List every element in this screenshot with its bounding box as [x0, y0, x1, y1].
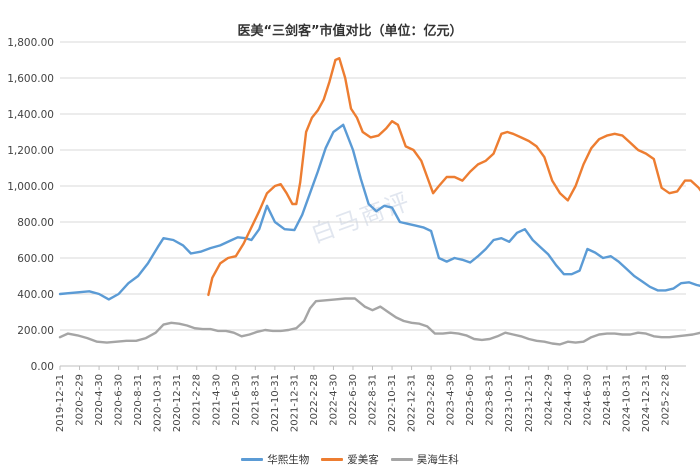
x-tick-label: 2022-2-28 [309, 374, 320, 426]
y-tick-label: 600.00 [17, 253, 54, 265]
legend-item: 昊海生科 [390, 452, 459, 467]
y-tick-label: 0.00 [31, 361, 54, 373]
y-tick-label: 1,400.00 [7, 109, 54, 121]
x-tick-label: 2021-8-31 [250, 374, 261, 426]
y-tick-label: 800.00 [17, 217, 54, 229]
x-tick-label: 2023-8-31 [485, 374, 496, 426]
x-tick-label: 2025-2-28 [660, 374, 671, 426]
legend-item: 爱美客 [321, 452, 379, 467]
x-tick-label: 2022-6-30 [348, 374, 359, 426]
x-tick-label: 2023-6-30 [465, 374, 476, 426]
y-tick-label: 1,000.00 [7, 181, 54, 193]
x-tick-label: 2023-12-31 [524, 374, 535, 432]
legend-label: 华熙生物 [267, 454, 310, 466]
series-line [58, 123, 700, 301]
x-tick-label: 2022-12-31 [407, 374, 418, 432]
legend-swatch [390, 458, 413, 461]
x-tick-label: 2023-2-28 [426, 374, 437, 426]
x-tick-label: 2022-10-31 [387, 374, 398, 432]
legend: 华熙生物 爱美客 昊海生科 [0, 452, 700, 467]
x-tick-label: 2024-12-31 [641, 374, 652, 432]
x-tick-label: 2020-10-31 [153, 374, 164, 432]
legend-swatch [241, 458, 264, 461]
legend-label: 昊海生科 [416, 454, 459, 466]
y-tick-label: 400.00 [17, 289, 54, 301]
x-tick-label: 2024-4-30 [563, 374, 574, 426]
x-tick-label: 2021-2-28 [192, 374, 203, 426]
x-tick-label: 2020-4-30 [94, 374, 105, 426]
legend-swatch [321, 458, 344, 461]
x-tick-label: 2019-12-31 [55, 374, 66, 432]
x-tick-label: 2024-8-31 [602, 374, 613, 426]
y-tick-label: 200.00 [17, 325, 54, 337]
x-tick-label: 2020-12-31 [172, 374, 183, 432]
x-tick-label: 2020-2-29 [75, 374, 86, 426]
x-tick-label: 2022-4-30 [328, 374, 339, 426]
x-tick-label: 2024-2-29 [543, 374, 554, 426]
legend-label: 爱美客 [347, 454, 379, 466]
y-tick-label: 1,800.00 [7, 37, 54, 49]
x-tick-label: 2020-6-30 [114, 374, 125, 426]
y-tick-label: 1,600.00 [7, 73, 54, 85]
x-tick-label: 2022-8-31 [368, 374, 379, 426]
x-tick-label: 2020-8-31 [133, 374, 144, 426]
x-tick-label: 2021-4-30 [211, 374, 222, 426]
x-tick-label: 2024-10-31 [621, 374, 632, 432]
x-tick-label: 2023-10-31 [504, 374, 515, 432]
y-tick-label: 1,200.00 [7, 145, 54, 157]
series-line [207, 57, 700, 297]
x-tick-label: 2021-6-30 [231, 374, 242, 426]
series-line [58, 297, 700, 346]
x-tick-label: 2024-6-30 [582, 374, 593, 426]
chart-title: 医美“三剑客”市值对比（单位：亿元） [237, 24, 463, 39]
legend-item: 华熙生物 [241, 452, 309, 467]
x-tick-label: 2023-4-30 [446, 374, 457, 426]
x-tick-label: 2021-10-31 [270, 374, 281, 432]
x-tick-label: 2021-12-31 [289, 374, 300, 432]
